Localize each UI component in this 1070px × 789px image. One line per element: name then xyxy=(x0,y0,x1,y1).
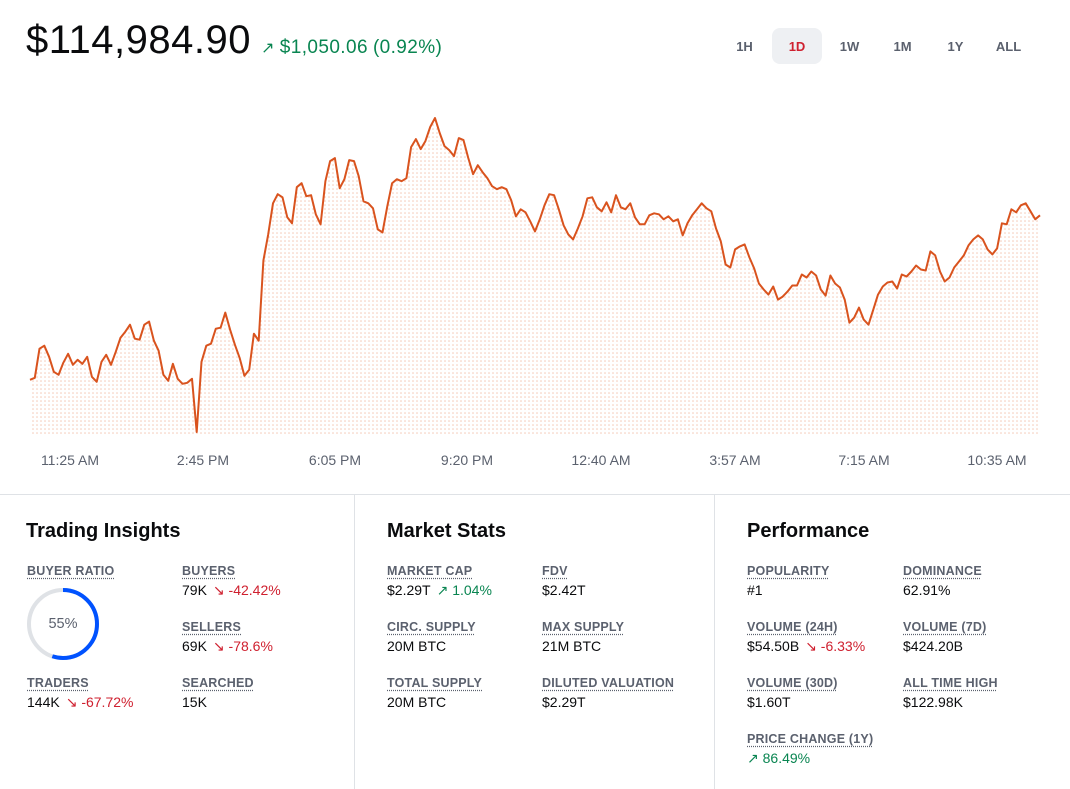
x-axis-tick-label: 12:40 AM xyxy=(571,452,630,468)
x-axis-tick-label: 7:15 AM xyxy=(838,452,889,468)
trading-insights-panel: Trading Insights xyxy=(26,520,180,563)
price-change-amount: $1,050.06 xyxy=(279,37,368,58)
stat-label[interactable]: ALL TIME HIGH xyxy=(903,676,998,690)
stat-label[interactable]: MARKET CAP xyxy=(387,564,473,578)
stat-market-cap: MARKET CAP $2.29T ↗ 1.04% xyxy=(387,564,492,599)
range-1d-button[interactable]: 1D xyxy=(772,28,822,64)
stat-value: $122.98K xyxy=(903,694,963,710)
stat-sellers: SELLERS 69K ↘ -78.6% xyxy=(182,620,273,655)
stat-label[interactable]: DOMINANCE xyxy=(903,564,982,578)
price-change-percent: (0.92%) xyxy=(372,37,443,58)
stat-value: $54.50B xyxy=(747,638,800,654)
stat-value: 20M BTC xyxy=(387,694,447,710)
x-axis-tick-label: 3:57 AM xyxy=(709,452,760,468)
buyer-ratio-value: 55% xyxy=(48,616,78,632)
stat-label[interactable]: SELLERS xyxy=(182,620,242,634)
stat-volume-7d: VOLUME (7D) $424.20B xyxy=(903,620,986,654)
stat-label[interactable]: TRADERS xyxy=(27,676,89,690)
range-1m-button[interactable]: 1M xyxy=(893,38,912,54)
stat-label[interactable]: MAX SUPPLY xyxy=(542,620,625,634)
stat-label[interactable]: VOLUME (30D) xyxy=(747,676,838,690)
stat-value: #1 xyxy=(747,582,763,598)
stat-value: 62.91% xyxy=(903,582,951,598)
buyer-ratio-ring xyxy=(27,588,99,660)
stat-buyer-ratio: BUYER RATIO xyxy=(27,564,114,578)
stat-change-negative: ↘ -6.33% xyxy=(805,638,866,654)
stat-label[interactable]: PRICE CHANGE (1Y) xyxy=(747,732,874,746)
stat-value: $2.42T xyxy=(542,582,586,598)
stat-value: 20M BTC xyxy=(387,638,447,654)
panel-title: Market Stats xyxy=(387,520,506,542)
stat-price-change-1y: PRICE CHANGE (1Y) ↗ 86.49% xyxy=(747,732,873,767)
stat-volume-30d: VOLUME (30D) $1.60T xyxy=(747,676,838,710)
stat-label[interactable]: SEARCHED xyxy=(182,676,254,690)
range-1h-button[interactable]: 1H xyxy=(736,38,753,54)
stat-label[interactable]: BUYER RATIO xyxy=(27,564,115,578)
stat-fdv: FDV $2.42T xyxy=(542,564,586,598)
market-stats-panel: Market Stats xyxy=(387,520,506,563)
price-area-fill xyxy=(30,118,1040,434)
stat-value: $2.29T xyxy=(542,694,586,710)
stat-label[interactable]: CIRC. SUPPLY xyxy=(387,620,476,634)
x-axis-labels: 11:25 AM 2:45 PM 6:05 PM 9:20 PM 12:40 AM 3:5… xyxy=(41,452,1027,468)
stat-value: $2.29T xyxy=(387,582,431,598)
stat-buyers: BUYERS 79K ↘ -42.42% xyxy=(182,564,281,599)
range-1w-button[interactable]: 1W xyxy=(839,38,860,54)
price-chart[interactable]: 11:25 AM 2:45 PM 6:05 PM 9:20 PM 12:40 AM 3:5… xyxy=(0,80,1070,480)
stat-label[interactable]: BUYERS xyxy=(182,564,236,578)
column-divider xyxy=(354,495,355,789)
stat-volume-24h: VOLUME (24H) $54.50B ↘ -6.33% xyxy=(747,620,865,655)
stat-value: 144K xyxy=(27,694,60,710)
stat-label[interactable]: DILUTED VALUATION xyxy=(542,676,675,690)
stat-value: 69K xyxy=(182,638,207,654)
stat-value: 21M BTC xyxy=(542,638,602,654)
stat-dominance: DOMINANCE 62.91% xyxy=(903,564,982,598)
stat-all-time-high: ALL TIME HIGH $122.98K xyxy=(903,676,998,710)
time-range-selector: 1H 1D 1W 1M 1Y ALL xyxy=(719,28,1034,64)
x-axis-tick-label: 2:45 PM xyxy=(177,452,229,468)
stat-value: 79K xyxy=(182,582,207,598)
current-price: $114,984.90 xyxy=(26,18,251,62)
stat-traders: TRADERS 144K ↘ -67.72% xyxy=(27,676,133,711)
x-axis-tick-label: 11:25 AM xyxy=(41,452,99,468)
stat-max-supply: MAX SUPPLY 21M BTC xyxy=(542,620,624,654)
stat-change-positive: ↗ 86.49% xyxy=(747,750,811,766)
price-header: $114,984.90 ↗ $1,050.06 (0.92%) xyxy=(26,18,442,63)
stat-value: $1.60T xyxy=(747,694,791,710)
stat-popularity: POPULARITY #1 xyxy=(747,564,830,598)
stat-label[interactable]: POPULARITY xyxy=(747,564,830,578)
stat-searched: SEARCHED 15K xyxy=(182,676,254,710)
column-divider xyxy=(714,495,715,789)
stat-label[interactable]: FDV xyxy=(542,564,568,578)
stat-diluted-valuation: DILUTED VALUATION $2.29T xyxy=(542,676,674,710)
stat-total-supply: TOTAL SUPPLY 20M BTC xyxy=(387,676,482,710)
panel-title: Performance xyxy=(747,520,870,542)
stat-value: $424.20B xyxy=(903,638,963,654)
range-1y-button[interactable]: 1Y xyxy=(947,38,964,54)
stat-label[interactable]: TOTAL SUPPLY xyxy=(387,676,483,690)
arrow-up-icon: ↗ xyxy=(260,40,275,57)
stat-value: 15K xyxy=(182,694,207,710)
section-divider xyxy=(0,494,1070,495)
stat-change-negative: ↘ -67.72% xyxy=(65,694,134,710)
price-line xyxy=(29,117,1041,433)
performance-panel: Performance xyxy=(747,520,869,563)
panel-title: Trading Insights xyxy=(26,520,181,542)
stat-change-negative: ↘ -78.6% xyxy=(212,638,273,654)
stat-change-negative: ↘ -42.42% xyxy=(212,582,281,598)
stat-change-positive: ↗ 1.04% xyxy=(436,582,492,598)
stat-label[interactable]: VOLUME (7D) xyxy=(903,620,987,634)
x-axis-tick-label: 6:05 PM xyxy=(309,452,361,468)
price-change: ↗ $1,050.06 (0.92%) xyxy=(261,37,442,59)
stat-label[interactable]: VOLUME (24H) xyxy=(747,620,838,634)
x-axis-tick-label: 9:20 PM xyxy=(441,452,493,468)
x-axis-tick-label: 10:35 AM xyxy=(967,452,1026,468)
stat-circ-supply: CIRC. SUPPLY 20M BTC xyxy=(387,620,476,654)
range-all-button[interactable]: ALL xyxy=(995,38,1022,54)
